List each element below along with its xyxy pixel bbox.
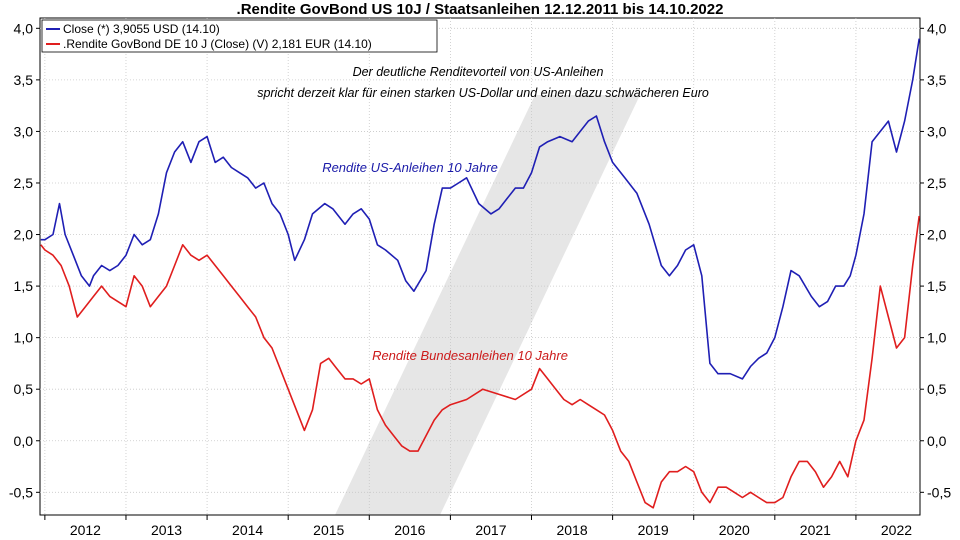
y-tick-label-left: 1,5 xyxy=(14,278,34,294)
y-tick-label-left: 1,0 xyxy=(14,330,34,346)
x-tick-label: 2017 xyxy=(475,522,506,538)
watermark-shape xyxy=(335,95,640,515)
series-line-us xyxy=(40,38,920,380)
y-tick-label-left: 2,5 xyxy=(14,175,34,191)
y-tick-label-left: 0,5 xyxy=(14,381,34,397)
y-tick-label-right: 4,0 xyxy=(927,20,947,36)
y-tick-label-left: 2,0 xyxy=(14,227,34,243)
y-tick-label-right: -0,5 xyxy=(927,484,951,500)
y-tick-label-right: 1,0 xyxy=(927,330,947,346)
y-axis-left: 4,0 3,5 3,0 2,5 2,0 1,5 1,0 0,5 0,0 -0,5 xyxy=(9,20,40,500)
x-axis: 2012 2013 2014 2015 2016 2017 2018 2019 2020 2021… xyxy=(44,515,912,538)
y-tick-label-left: 3,5 xyxy=(14,72,34,88)
y-tick-label-right: 3,5 xyxy=(927,72,947,88)
label-de-bonds: Rendite Bundesanleihen 10 Jahre xyxy=(372,348,568,363)
x-tick-label: 2021 xyxy=(800,522,831,538)
annotation-line-2: spricht derzeit klar für einen starken U… xyxy=(257,86,709,100)
x-tick-label: 2022 xyxy=(881,522,912,538)
x-tick-label: 2013 xyxy=(151,522,182,538)
x-tick-label: 2014 xyxy=(232,522,263,538)
x-tick-label: 2012 xyxy=(70,522,101,538)
y-axis-right: 4,0 3,5 3,0 2,5 2,0 1,5 1,0 0,5 0,0 -0,5 xyxy=(920,20,951,500)
y-tick-label-right: 2,5 xyxy=(927,175,947,191)
chart-title: .Rendite GovBond US 10J / Staatsanleihen… xyxy=(237,1,724,18)
y-tick-label-right: 0,0 xyxy=(927,433,947,449)
plot-frame xyxy=(39,17,921,516)
y-tick-label-left: 0,0 xyxy=(14,433,34,449)
legend-entry-de: .Rendite GovBond DE 10 J (Close) (V) 2,1… xyxy=(63,37,372,51)
legend-entry-us: Close (*) 3,9055 USD (14.10) xyxy=(63,22,220,36)
y-tick-label-right: 2,0 xyxy=(927,227,947,243)
y-tick-label-right: 0,5 xyxy=(927,381,947,397)
y-tick-label-right: 1,5 xyxy=(927,278,947,294)
x-tick-label: 2019 xyxy=(638,522,669,538)
label-us-bonds: Rendite US-Anleihen 10 Jahre xyxy=(322,160,498,175)
series-group xyxy=(40,38,920,509)
x-tick-label: 2016 xyxy=(394,522,425,538)
legend: Close (*) 3,9055 USD (14.10) .Rendite Go… xyxy=(41,19,438,53)
series-line-de xyxy=(40,215,920,509)
annotation-line-1: Der deutliche Renditevorteil von US-Anle… xyxy=(353,65,604,79)
y-tick-label-left: 4,0 xyxy=(14,20,34,36)
y-tick-label-left: 3,0 xyxy=(14,123,34,139)
y-tick-label-right: 3,0 xyxy=(927,123,947,139)
x-tick-label: 2015 xyxy=(313,522,344,538)
x-tick-label: 2018 xyxy=(556,522,587,538)
y-tick-label-left: -0,5 xyxy=(9,484,33,500)
x-tick-label: 2020 xyxy=(719,522,750,538)
